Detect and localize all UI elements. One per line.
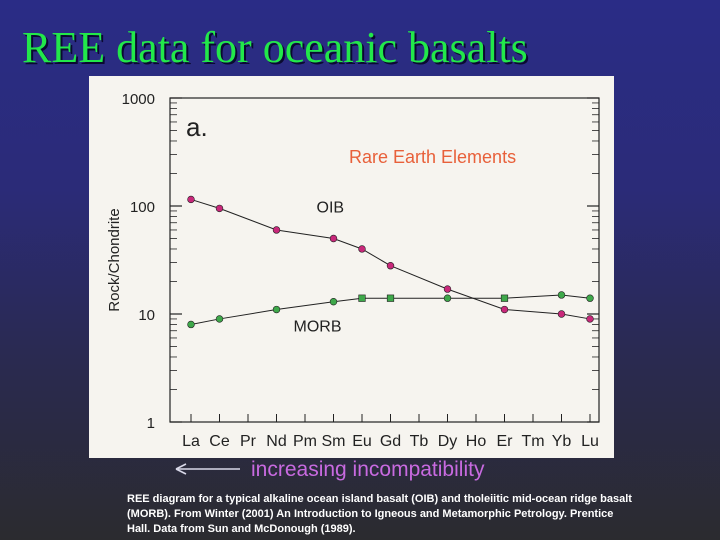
data-point-morb	[215, 315, 224, 323]
x-tick-label: Sm	[322, 433, 346, 450]
annotation-rare-earth-elements: Rare Earth Elements	[349, 147, 516, 167]
data-point-oib	[443, 285, 452, 293]
ree-chart-panel: 1 10 100 1000 La Ce Pr Nd Pm Sm Eu Gd Tb Dy Ho Er Tm Yb Lu…	[89, 76, 614, 458]
data-point-oib	[329, 234, 338, 243]
x-tick-label: Eu	[352, 433, 372, 450]
x-tick-label: Er	[497, 433, 514, 450]
x-tick-label: Gd	[380, 433, 401, 450]
y-axis-label: Rock/Chondrite	[106, 208, 123, 311]
data-point-morb	[386, 294, 395, 302]
y-tick-label: 100	[130, 199, 155, 216]
x-tick-label: Yb	[552, 433, 572, 450]
data-point-morb	[443, 294, 452, 302]
panel-label: a.	[186, 112, 208, 142]
data-point-oib	[386, 262, 395, 270]
x-tick-label: La	[182, 433, 200, 450]
data-point-oib	[187, 195, 195, 204]
x-tick-label: Lu	[581, 433, 599, 450]
y-tick-label: 1	[147, 415, 155, 432]
data-point-morb	[358, 294, 366, 302]
x-tick-label: Pr	[240, 433, 257, 450]
data-point-morb	[500, 294, 509, 302]
data-point-oib	[358, 245, 366, 253]
ree-chart: 1 10 100 1000 La Ce Pr Nd Pm Sm Eu Gd Tb Dy Ho Er Tm Yb Lu…	[106, 91, 600, 450]
slide-title: REE data for oceanic basalts	[22, 23, 528, 72]
series-line-morb	[190, 294, 591, 325]
y-tick-label: 1000	[122, 91, 155, 108]
source-note: REE diagram for a typical alkaline ocean…	[127, 493, 632, 535]
x-tick-label: Tb	[410, 433, 429, 450]
data-point-oib	[215, 204, 224, 213]
plot-frame	[169, 97, 600, 423]
data-point-morb	[187, 320, 195, 329]
data-point-morb	[557, 291, 566, 299]
data-point-morb	[586, 294, 594, 302]
x-tick-label: Dy	[438, 433, 458, 450]
x-tick-label: Nd	[266, 433, 286, 450]
data-point-oib	[500, 305, 509, 314]
series-label-oib: OIB	[317, 200, 345, 217]
data-point-morb	[272, 305, 281, 314]
series-line-oib	[190, 198, 591, 320]
series-label-morb: MORB	[294, 319, 342, 336]
x-tick-label: Ho	[466, 433, 487, 450]
data-point-oib	[557, 310, 566, 318]
y-tick-label: 10	[138, 307, 155, 324]
data-point-oib	[272, 226, 281, 234]
x-tick-label: Tm	[521, 433, 544, 450]
data-point-morb	[329, 297, 338, 306]
data-point-oib	[586, 315, 594, 323]
x-tick-label: Pm	[293, 433, 317, 450]
x-tick-label: Ce	[209, 433, 230, 450]
left-arrow-icon	[175, 463, 240, 475]
incompatibility-caption: increasing incompatibility	[251, 458, 485, 481]
